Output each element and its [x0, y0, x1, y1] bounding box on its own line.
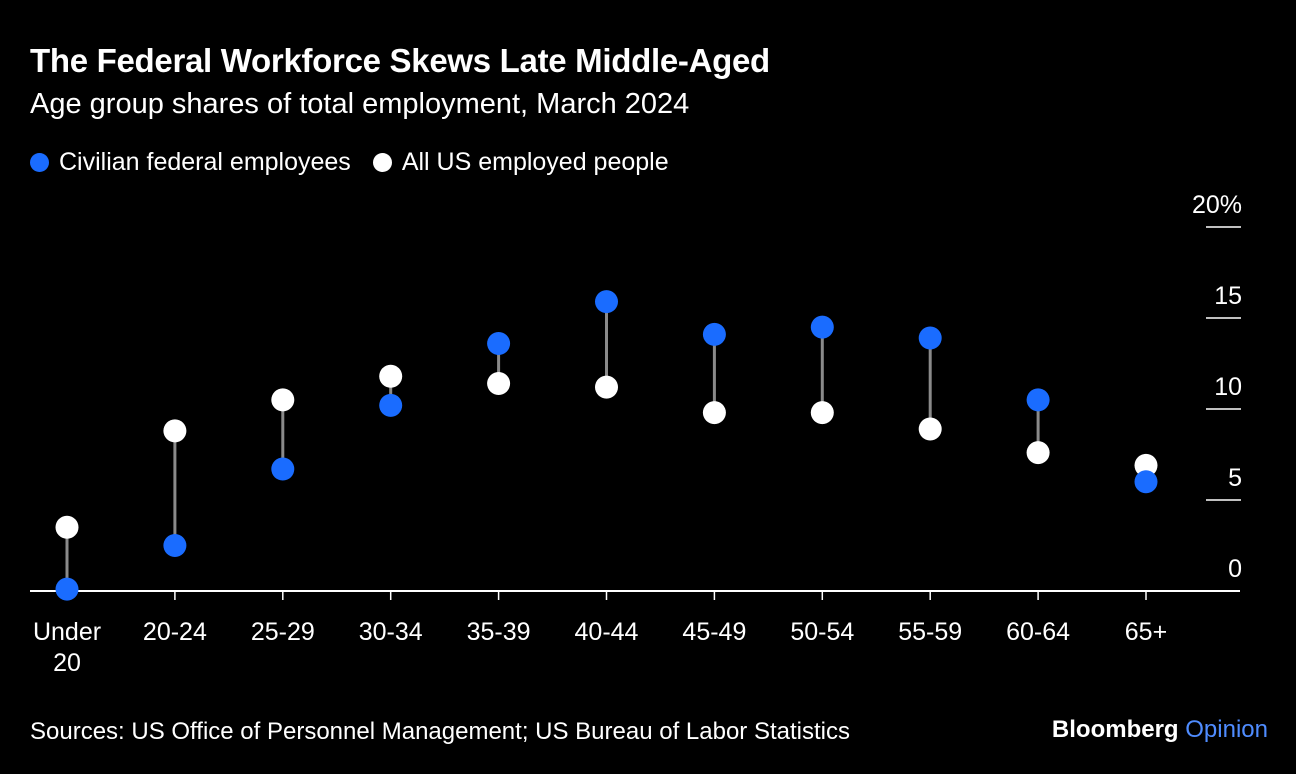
point-all-us: [1026, 441, 1050, 465]
x-tick-label: 20-24: [143, 618, 207, 646]
y-tick-label: 10: [1214, 373, 1242, 401]
x-tick-label: 30-34: [359, 618, 423, 646]
point-all-us: [271, 388, 295, 412]
point-all-us: [595, 375, 618, 399]
legend-label-federal: Civilian federal employees: [59, 148, 351, 176]
brand-logo: Bloomberg Opinion: [1052, 716, 1268, 744]
y-tick-label: 20%: [1192, 191, 1242, 219]
point-all-us: [55, 515, 79, 539]
point-federal: [1026, 388, 1050, 412]
y-tick-label: 15: [1214, 282, 1242, 310]
point-federal: [55, 577, 79, 601]
y-tick-label: 0: [1228, 555, 1242, 583]
point-federal: [163, 534, 187, 557]
point-federal: [379, 393, 403, 417]
y-tick-label: 5: [1228, 464, 1242, 492]
point-all-us: [810, 401, 834, 425]
chart-title: The Federal Workforce Skews Late Middle-…: [30, 42, 770, 79]
x-tick-label: Under 20: [33, 618, 101, 677]
brand-accent: Opinion: [1185, 716, 1268, 743]
point-all-us: [379, 364, 403, 388]
legend-label-all-us: All US employed people: [401, 148, 669, 176]
x-tick-label: 65+: [1125, 618, 1167, 646]
x-tick-label: 35-39: [467, 618, 531, 646]
point-all-us: [1134, 453, 1158, 477]
x-tick-label: 55-59: [898, 618, 962, 646]
legend-item-federal: Civilian federal employees: [30, 148, 351, 177]
blue-dot-icon: [30, 153, 49, 172]
point-federal: [702, 322, 726, 346]
point-federal: [487, 331, 511, 355]
point-federal: [918, 326, 942, 350]
point-all-us: [702, 401, 726, 425]
x-tick-label: 50-54: [790, 618, 854, 646]
point-federal: [595, 290, 618, 314]
source-note: Sources: US Office of Personnel Manageme…: [30, 718, 850, 745]
point-all-us: [487, 372, 511, 396]
x-tick-label: 40-44: [575, 618, 639, 646]
legend-item-all-us: All US employed people: [372, 148, 669, 177]
legend: Civilian federal employees All US employ…: [30, 148, 691, 177]
x-tick-label: 60-64: [1006, 618, 1070, 646]
point-all-us: [918, 417, 942, 441]
chart-subtitle: Age group shares of total employment, Ma…: [30, 88, 690, 120]
point-all-us: [163, 419, 187, 443]
brand-main: Bloomberg: [1051, 716, 1179, 743]
white-dot-icon: [372, 153, 392, 172]
point-federal: [1134, 470, 1158, 494]
x-tick-label: 45-49: [682, 618, 746, 646]
point-federal: [271, 457, 295, 481]
point-federal: [810, 315, 834, 339]
x-tick-label: 25-29: [251, 618, 315, 646]
